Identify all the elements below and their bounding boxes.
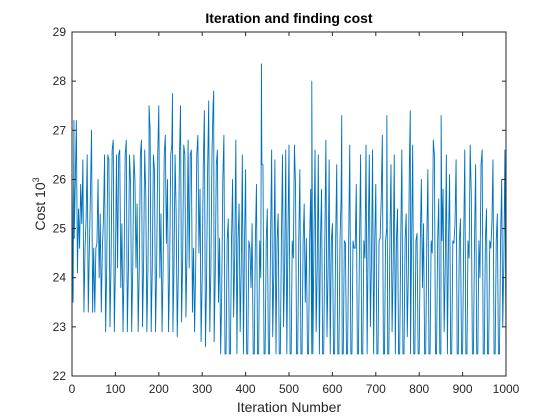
x-tick-label: 1000 [493, 382, 520, 396]
y-tick-label: 29 [53, 25, 67, 39]
x-tick-label: 700 [366, 382, 386, 396]
y-axis-label-text: Cost 10 [32, 182, 48, 230]
y-tick-label: 27 [53, 123, 67, 137]
series-line-cost [72, 63, 506, 355]
x-tick-label: 800 [409, 382, 429, 396]
x-tick-label: 500 [279, 382, 299, 396]
y-tick-label: 23 [53, 320, 67, 334]
y-axis-label: Cost 103 [31, 177, 48, 230]
y-tick-label: 22 [53, 369, 67, 383]
x-tick-label: 100 [105, 382, 125, 396]
x-axis-label: Iteration Number [237, 399, 342, 415]
y-tick-label: 25 [53, 222, 67, 236]
y-tick-label: 24 [53, 271, 67, 285]
y-tick-label: 28 [53, 74, 67, 88]
x-tick-label: 400 [236, 382, 256, 396]
axis-ticks: 0 100 200 300 400 500 600 700 800 900 1000 22 23 24 25… [53, 25, 520, 396]
x-tick-label: 0 [69, 382, 76, 396]
x-tick-label: 200 [149, 382, 169, 396]
y-axis-label-exponent: 3 [31, 177, 41, 182]
x-tick-label: 300 [192, 382, 212, 396]
y-tick-label: 26 [53, 172, 67, 186]
x-tick-label: 600 [322, 382, 342, 396]
x-tick-label: 900 [453, 382, 473, 396]
plot-area [72, 63, 506, 355]
chart-title: Iteration and finding cost [205, 10, 373, 26]
